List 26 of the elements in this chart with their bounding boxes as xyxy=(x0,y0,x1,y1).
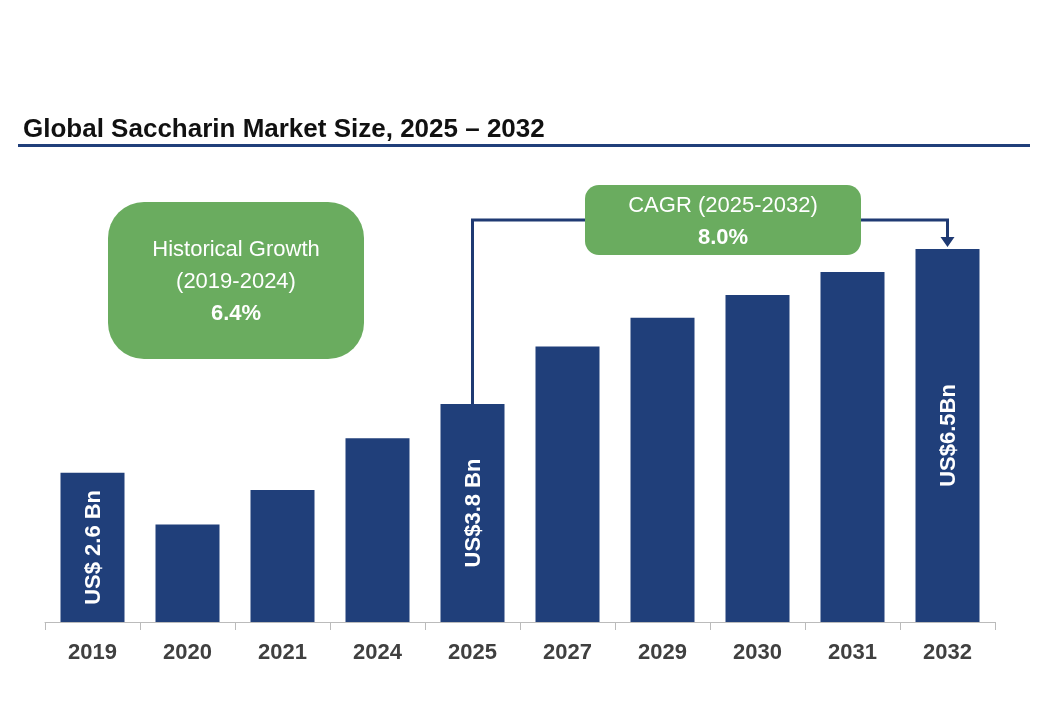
bar xyxy=(345,438,410,622)
bar xyxy=(820,271,885,622)
x-tick-label: 2021 xyxy=(258,638,307,664)
x-tick-label: 2031 xyxy=(828,638,877,664)
x-tick-label: 2032 xyxy=(923,638,972,664)
bar xyxy=(60,472,125,622)
bar xyxy=(915,249,980,622)
text: CAGR (2025-2032) 8.0% xyxy=(628,191,818,249)
bar xyxy=(440,403,505,622)
x-tick-label: 2024 xyxy=(353,638,403,664)
bar xyxy=(630,317,695,622)
chart-title: Global Saccharin Market Size, 2025 – 2032 xyxy=(23,113,545,143)
bar xyxy=(535,346,600,622)
data-label: US$6.5Bn xyxy=(935,384,960,487)
bar xyxy=(250,490,315,622)
x-tick-label: 2020 xyxy=(163,638,212,664)
x-tick-label: 2025 xyxy=(448,638,497,664)
x-tick-label: 2019 xyxy=(68,638,117,664)
x-tick-label: 2029 xyxy=(638,638,687,664)
bar xyxy=(155,524,220,622)
bar xyxy=(725,294,790,622)
x-tick-label: 2030 xyxy=(733,638,782,664)
data-label: US$3.8 Bn xyxy=(460,458,485,568)
annotation: Historical Growth (2019-2024) 6.4% xyxy=(152,236,320,325)
x-tick-label: 2027 xyxy=(543,638,592,664)
data-label: US$ 2.6 Bn xyxy=(80,489,105,605)
